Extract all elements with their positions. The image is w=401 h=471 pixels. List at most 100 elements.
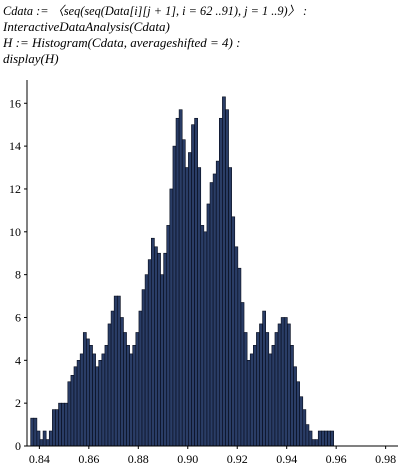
y-tick-label: 12 [9,182,21,196]
histogram-bar [209,182,214,447]
histogram-bar [231,216,236,447]
histogram-bar [246,360,251,447]
maple-input-block[interactable]: Cdata := 〈seq(seq(Data[i][j + 1], i = 62… [3,3,399,67]
histogram-bar [181,139,186,447]
histogram-bar [200,225,205,447]
histogram-bar [55,409,59,447]
histogram-bar [36,430,41,447]
histogram-bar [277,323,282,447]
histogram-bar [299,396,304,447]
histogram-bar [225,109,229,447]
histogram-bar [228,167,232,447]
histogram-bar [79,353,84,447]
histogram-bar [150,237,155,447]
histogram-bar [302,409,307,447]
histogram-bar [166,225,171,447]
histogram-bar [175,117,180,447]
histogram-bar [98,360,103,447]
histogram-bar [70,375,75,447]
histogram-bar [311,439,316,447]
x-tick-label: 0.90 [177,452,198,466]
histogram-bar [33,417,38,447]
histogram-plot[interactable]: 0 2 4 6 8 10 12 14 16 0.84 0.86 0.88 0.90 0.92 0.94 0.9… [0,74,401,471]
histogram-bar [123,332,127,447]
code-line-histogram-definition[interactable]: H := Histogram(Cdata, averageshifted = 4… [3,35,241,50]
code-line-interactive-data-analysis[interactable]: InteractiveDataAnalysis(Cdata) [3,19,170,34]
histogram-bar [73,366,78,447]
histogram-bar [330,430,334,447]
histogram-bar [265,332,270,447]
histogram-bar [135,332,140,447]
histogram-bar [178,109,183,447]
histogram-bar [110,310,115,447]
histogram-bar [256,332,260,447]
y-tick-label: 2 [15,396,21,410]
histogram-bar [58,402,62,447]
histogram-bar [305,424,310,447]
histogram-bar [327,430,331,447]
histogram-bar [101,353,106,447]
histogram-bar [206,203,211,447]
y-tick-label: 16 [9,96,21,110]
histogram-bar [154,246,158,447]
x-tick-label: 0.84 [29,452,50,466]
histogram-bar [234,246,239,447]
y-tick-label: 6 [15,310,21,324]
histogram-bar [160,274,164,447]
code-line-display-command[interactable]: display(H) [3,51,59,66]
histogram-bar [76,360,81,447]
x-tick-label: 0.88 [128,452,149,466]
histogram-bar [215,160,220,447]
histogram-bar [86,338,90,447]
histogram-bar [219,117,223,447]
histogram-bar [141,289,146,447]
histogram-bar [184,167,189,447]
histogram-bar [243,332,248,447]
histogram-bar [188,152,192,447]
code-line-cdata-definition[interactable]: Cdata := 〈seq(seq(Data[i][j + 1], i = 62… [3,4,308,18]
histogram-bar [317,430,322,447]
y-tick-label: 10 [9,225,21,239]
histogram-bar [249,353,254,447]
histogram-bar [259,323,263,447]
y-tick-label: 8 [15,268,21,282]
histogram-bar [95,366,100,447]
histogram-bar [324,430,328,447]
histogram-bar [321,430,325,447]
y-tick-label: 14 [9,139,21,153]
y-tick-label: 4 [15,353,21,367]
x-tick-label: 0.86 [78,452,99,466]
histogram-bar [67,381,72,447]
histogram-bar [116,295,121,447]
histogram-bar [107,323,112,447]
histogram-bar [237,267,242,447]
histogram-bar [64,402,69,447]
x-tick-label: 0.94 [276,452,297,466]
histogram-bar [314,439,319,447]
histogram-bar [42,430,47,447]
histogram-bar [280,317,285,447]
histogram-bar [287,323,291,447]
histogram-bar [222,96,226,447]
histogram-bar [283,317,288,447]
histogram-bar [126,345,130,447]
histogram-bar [271,345,276,447]
histogram-bar [92,353,96,447]
histogram-bar [172,145,177,447]
histogram-bar [61,402,66,447]
histogram-bar [169,188,174,447]
histogram-bar [45,439,50,447]
histogram-bar [290,345,294,447]
x-tick-label: 0.92 [227,452,248,466]
histogram-bars [30,96,334,447]
histogram-bar [274,332,279,447]
histogram-bar [147,259,152,447]
histogram-bar [30,417,35,447]
x-tick-label: 0.98 [375,452,396,466]
histogram-bar [163,252,168,447]
histogram-bar [48,430,53,447]
histogram-bar [113,295,118,447]
histogram-bar [203,231,208,447]
x-tick-label: 0.96 [326,452,347,466]
histogram-bar [293,366,297,447]
